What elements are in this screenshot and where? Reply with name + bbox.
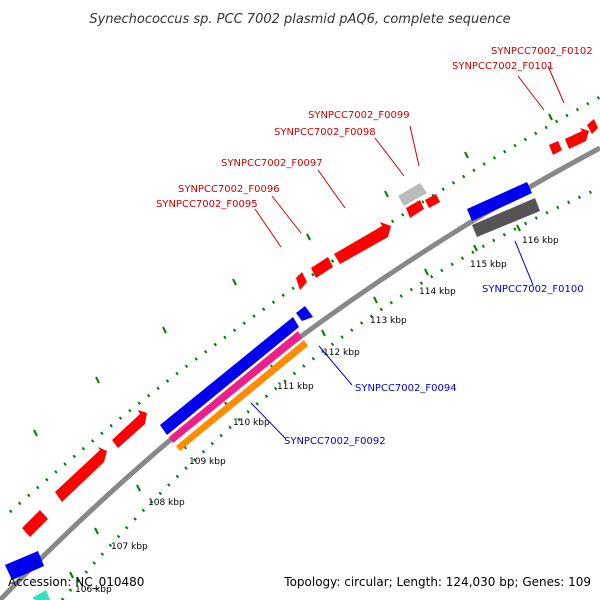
outer-major-ticks [33, 113, 553, 437]
tick-label-107: 107 kbp [111, 542, 148, 552]
gene-label: SYNPCC7002_F0100 [482, 284, 584, 295]
gene-arrow [467, 182, 532, 221]
gene-arrow [5, 551, 44, 580]
map-title: Synechococcus sp. PCC 7002 plasmid pAQ6,… [89, 12, 510, 27]
gene-label: SYNPCC7002_F0095 [156, 199, 258, 210]
inner-major-ticks [69, 224, 521, 579]
reverse-genes [5, 182, 540, 600]
gene-arrow [587, 119, 598, 134]
gene-arrow [296, 306, 313, 321]
gene-label: SYNPCC7002_F0102 [491, 46, 593, 57]
gene-arrow [160, 317, 299, 435]
tick-label-106: 106 kbp [75, 585, 112, 595]
tick-label-114: 114 kbp [419, 287, 456, 297]
gene-arrow [565, 128, 589, 149]
gene-label: SYNPCC7002_F0096 [178, 184, 280, 195]
gene-arrow [472, 198, 540, 237]
reverse-label-leaders [250, 240, 534, 439]
gene-arrow [55, 447, 107, 502]
inner-tick-ring [60, 186, 600, 600]
gene-label: SYNPCC7002_F0097 [221, 158, 323, 169]
gene-arrow [176, 340, 308, 451]
gene-arrow [32, 590, 50, 600]
gene-label: SYNPCC7002_F0094 [355, 383, 457, 394]
tick-label-108: 108 kbp [148, 498, 185, 508]
gene-label: SYNPCC7002_F0101 [452, 61, 554, 72]
tick-label-116: 116 kbp [522, 236, 559, 246]
gene-arrow [549, 141, 562, 155]
tick-label-110: 110 kbp [233, 418, 270, 428]
tick-label-111: 111 kbp [277, 382, 314, 392]
accession-text: Accession: NC_010480 [8, 575, 144, 589]
gene-arrow [112, 410, 147, 448]
gene-arrow [406, 200, 424, 218]
gene-arrow [22, 510, 48, 537]
tick-label-115: 115 kbp [470, 260, 507, 270]
gene-arrow [296, 272, 307, 290]
tick-label-113: 113 kbp [370, 316, 407, 326]
tick-label-109: 109 kbp [189, 457, 226, 467]
gene-label: SYNPCC7002_F0092 [284, 436, 386, 447]
gene-arrow [334, 222, 391, 264]
gene-arrow [311, 257, 333, 278]
gene-arrow [425, 194, 440, 208]
forward-genes [22, 119, 598, 537]
topology-text: Topology: circular; Length: 124,030 bp; … [283, 575, 591, 589]
gene-arrow-gray [398, 183, 427, 206]
tick-label-112: 112 kbp [323, 348, 360, 358]
gene-label: SYNPCC7002_F0099 [308, 110, 410, 121]
gene-arrow [169, 331, 302, 443]
gene-label: SYNPCC7002_F0098 [274, 127, 376, 138]
forward-label-leaders [254, 65, 565, 248]
